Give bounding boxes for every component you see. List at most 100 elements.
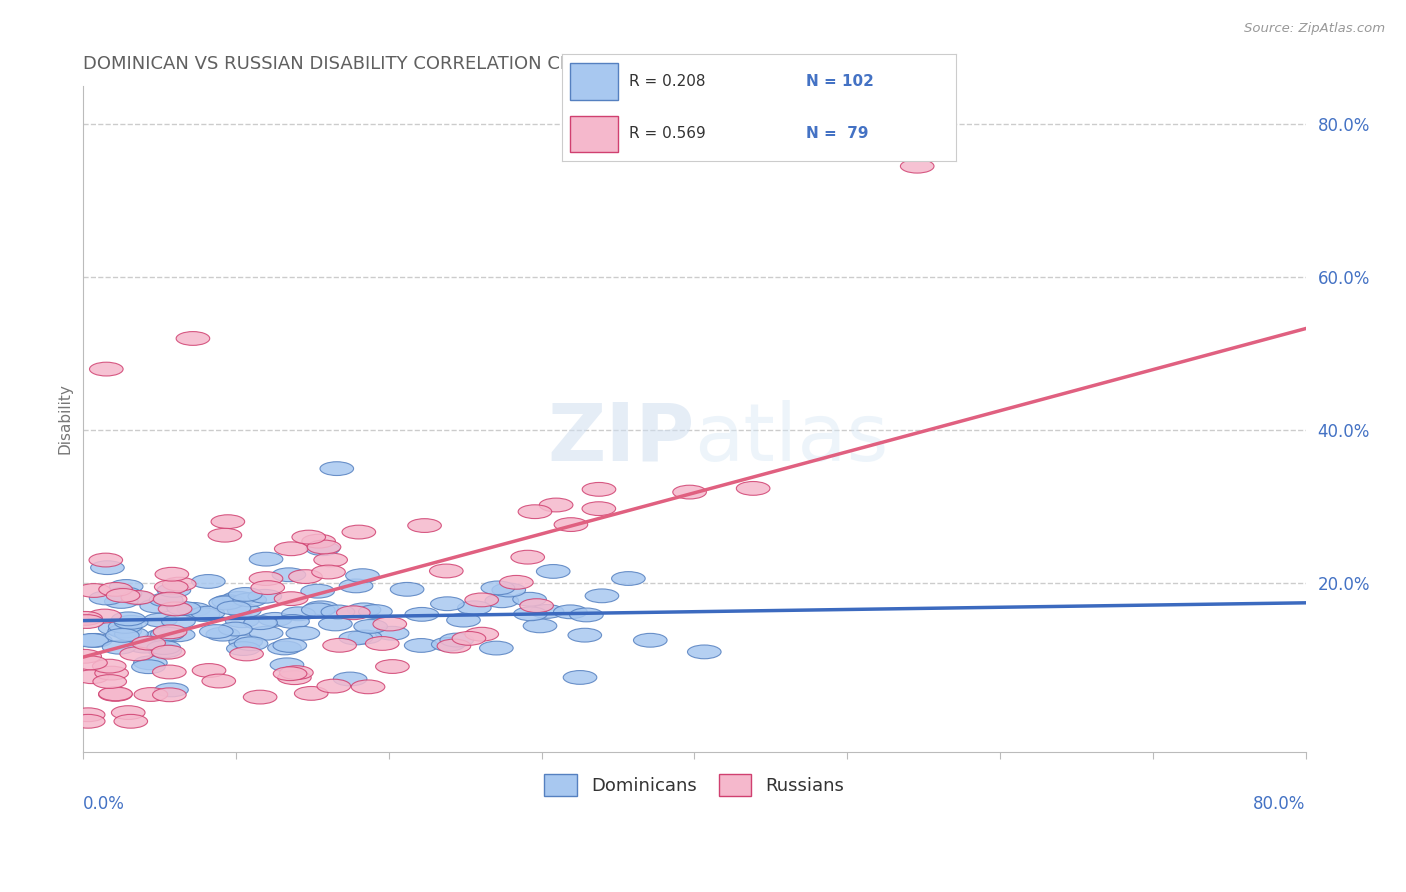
- Text: Source: ZipAtlas.com: Source: ZipAtlas.com: [1244, 22, 1385, 36]
- Ellipse shape: [391, 582, 425, 596]
- Ellipse shape: [564, 671, 596, 684]
- Ellipse shape: [98, 582, 132, 596]
- Ellipse shape: [465, 627, 499, 641]
- Ellipse shape: [105, 629, 139, 642]
- Ellipse shape: [89, 553, 122, 567]
- Ellipse shape: [308, 540, 340, 554]
- Ellipse shape: [582, 502, 616, 516]
- Ellipse shape: [510, 550, 544, 564]
- FancyBboxPatch shape: [571, 63, 617, 100]
- Ellipse shape: [319, 617, 352, 631]
- Ellipse shape: [153, 592, 187, 606]
- Ellipse shape: [93, 659, 127, 673]
- Ellipse shape: [132, 636, 166, 650]
- Ellipse shape: [155, 683, 188, 697]
- Ellipse shape: [67, 649, 101, 663]
- Ellipse shape: [243, 615, 277, 630]
- Ellipse shape: [146, 629, 180, 643]
- Ellipse shape: [162, 615, 195, 629]
- Ellipse shape: [208, 528, 242, 542]
- Ellipse shape: [276, 615, 309, 628]
- Ellipse shape: [440, 633, 474, 647]
- Ellipse shape: [569, 608, 603, 622]
- Text: R = 0.569: R = 0.569: [630, 127, 706, 141]
- Ellipse shape: [430, 597, 464, 611]
- Text: N = 102: N = 102: [807, 74, 875, 89]
- Ellipse shape: [305, 601, 339, 615]
- Ellipse shape: [612, 572, 645, 585]
- Ellipse shape: [157, 583, 191, 598]
- Ellipse shape: [333, 672, 367, 686]
- Ellipse shape: [259, 613, 292, 626]
- Ellipse shape: [321, 462, 353, 475]
- Ellipse shape: [346, 569, 380, 582]
- Ellipse shape: [141, 599, 173, 613]
- Ellipse shape: [270, 658, 304, 672]
- Ellipse shape: [200, 624, 233, 639]
- Ellipse shape: [228, 604, 262, 617]
- Ellipse shape: [79, 633, 112, 648]
- Ellipse shape: [737, 482, 770, 495]
- Ellipse shape: [900, 160, 934, 173]
- FancyBboxPatch shape: [571, 116, 617, 152]
- Ellipse shape: [209, 596, 242, 610]
- Ellipse shape: [132, 660, 166, 673]
- Legend: Dominicans, Russians: Dominicans, Russians: [537, 766, 852, 803]
- Ellipse shape: [87, 609, 121, 623]
- Ellipse shape: [233, 593, 267, 607]
- Ellipse shape: [150, 627, 184, 641]
- Ellipse shape: [405, 607, 439, 621]
- Text: 80.0%: 80.0%: [1253, 795, 1306, 814]
- Ellipse shape: [277, 671, 311, 684]
- Ellipse shape: [177, 602, 211, 616]
- Text: N =  79: N = 79: [807, 127, 869, 141]
- Ellipse shape: [465, 593, 499, 607]
- Ellipse shape: [492, 583, 526, 597]
- Ellipse shape: [288, 570, 322, 583]
- Ellipse shape: [249, 572, 283, 585]
- Ellipse shape: [207, 627, 239, 641]
- Ellipse shape: [191, 607, 225, 620]
- Ellipse shape: [323, 639, 356, 652]
- Ellipse shape: [149, 593, 183, 607]
- Ellipse shape: [285, 626, 319, 640]
- Ellipse shape: [243, 690, 277, 704]
- Ellipse shape: [301, 584, 335, 599]
- Ellipse shape: [152, 645, 186, 659]
- Ellipse shape: [274, 541, 308, 556]
- Ellipse shape: [519, 505, 551, 518]
- Ellipse shape: [301, 603, 335, 616]
- Ellipse shape: [339, 579, 373, 593]
- Ellipse shape: [375, 626, 409, 640]
- Ellipse shape: [72, 708, 105, 722]
- Ellipse shape: [485, 594, 519, 607]
- Ellipse shape: [499, 575, 533, 590]
- Ellipse shape: [219, 622, 252, 636]
- Ellipse shape: [634, 633, 666, 648]
- Ellipse shape: [121, 591, 155, 605]
- Ellipse shape: [292, 530, 326, 544]
- Ellipse shape: [316, 679, 350, 693]
- Ellipse shape: [336, 606, 370, 620]
- Ellipse shape: [162, 628, 195, 641]
- Ellipse shape: [155, 567, 188, 581]
- Ellipse shape: [537, 565, 569, 578]
- Ellipse shape: [72, 714, 105, 728]
- Ellipse shape: [339, 631, 373, 645]
- Ellipse shape: [115, 627, 148, 641]
- Ellipse shape: [408, 518, 441, 533]
- Ellipse shape: [226, 641, 260, 656]
- Ellipse shape: [273, 667, 307, 681]
- Ellipse shape: [114, 714, 148, 728]
- Ellipse shape: [90, 591, 122, 605]
- Ellipse shape: [342, 525, 375, 539]
- Ellipse shape: [152, 665, 186, 679]
- Text: atlas: atlas: [695, 400, 889, 478]
- Ellipse shape: [98, 687, 132, 701]
- Ellipse shape: [267, 641, 301, 655]
- Ellipse shape: [554, 517, 588, 532]
- Ellipse shape: [120, 647, 153, 661]
- Ellipse shape: [273, 568, 305, 582]
- Ellipse shape: [530, 605, 564, 618]
- Ellipse shape: [520, 599, 554, 613]
